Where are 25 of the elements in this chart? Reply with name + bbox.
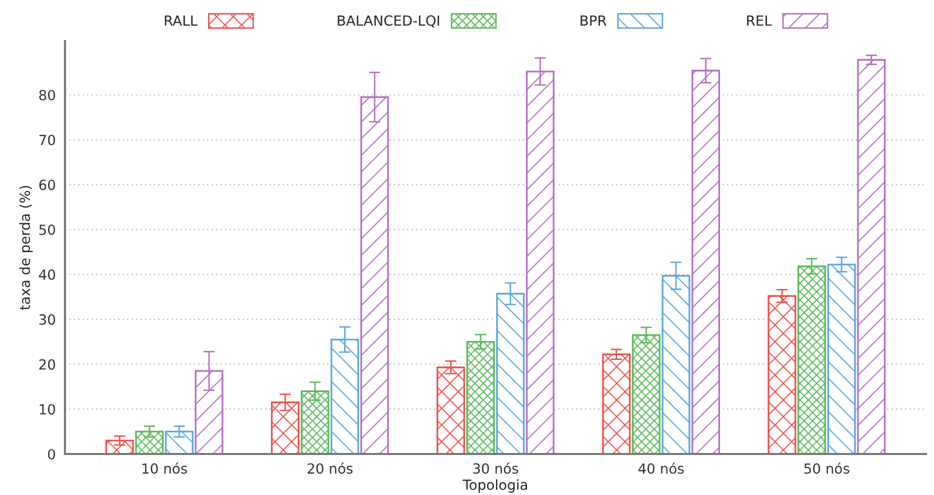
x-tick-label: 40 nós: [638, 462, 684, 474]
legend-label: BPR: [580, 15, 606, 26]
x-tick-label: 20 nós: [308, 462, 353, 474]
bar: [135, 430, 164, 454]
x-tick-label: 10 nós: [142, 462, 187, 474]
y-tick-label: 80: [39, 90, 56, 100]
legend-label: BALANCED-LQI: [338, 15, 440, 28]
y-tick-label: 0: [48, 448, 56, 460]
bar: [165, 430, 194, 454]
bar: [857, 59, 886, 454]
x-tick-label: 50 nós: [804, 462, 850, 474]
y-tick-label: 10: [40, 404, 56, 415]
y-tick-label: 40: [38, 269, 56, 280]
y-axis-title: taxa de perda (%): [19, 186, 33, 310]
y-tick-label: 20: [39, 359, 56, 370]
y-tick-label: 60: [39, 180, 56, 190]
y-tick-label: 70: [39, 134, 56, 146]
y-tick-label: 50: [39, 224, 56, 236]
legend-label: RALL: [164, 15, 198, 26]
x-axis-title: Topologia: [462, 479, 527, 493]
bar: [602, 354, 631, 454]
x-tick-label: 30 nós: [473, 462, 518, 474]
bar: [105, 440, 134, 454]
y-tick-label: 30: [39, 314, 56, 325]
legend-label: REL: [747, 15, 772, 26]
